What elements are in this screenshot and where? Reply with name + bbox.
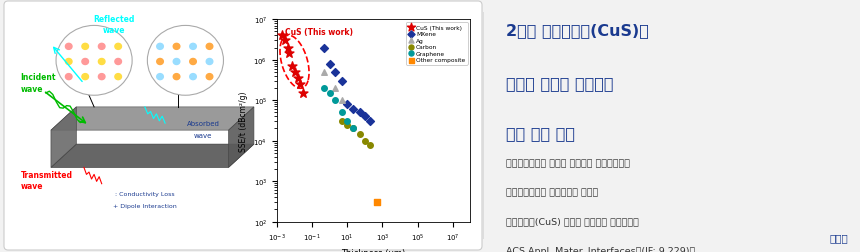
Other composite <box>371 201 384 205</box>
FancyBboxPatch shape <box>483 13 484 239</box>
Text: 연구 결과 발표: 연구 결과 발표 <box>506 126 575 141</box>
Graphene <box>329 99 342 103</box>
Circle shape <box>82 74 89 80</box>
CuS (This work) <box>280 46 294 50</box>
Circle shape <box>190 44 196 50</box>
Circle shape <box>56 26 132 96</box>
Circle shape <box>173 74 180 80</box>
Circle shape <box>190 74 196 80</box>
Circle shape <box>115 44 121 50</box>
MXene <box>335 80 349 84</box>
Graphene <box>341 120 354 124</box>
Text: wave: wave <box>21 182 43 191</box>
CuS (This work) <box>282 51 296 55</box>
Text: ACS Appl. Mater. Interfaces지(IF: 9.229)에: ACS Appl. Mater. Interfaces지(IF: 9.229)에 <box>506 246 695 252</box>
Text: 구리황화물(CuS) 전자기 간섭차폐 연구결과를: 구리황화물(CuS) 전자기 간섭차폐 연구결과를 <box>506 217 639 226</box>
MXene <box>363 120 377 124</box>
Circle shape <box>157 59 163 65</box>
Circle shape <box>82 44 89 50</box>
MXene <box>329 71 342 75</box>
Polygon shape <box>51 107 254 131</box>
Polygon shape <box>51 107 77 168</box>
Circle shape <box>65 59 72 65</box>
Text: wave: wave <box>21 84 43 93</box>
Graphene <box>346 127 359 131</box>
MXene <box>353 111 366 115</box>
Carbon <box>335 120 349 124</box>
Circle shape <box>82 59 89 65</box>
MXene <box>322 62 336 67</box>
CuS (This work) <box>275 34 289 38</box>
FancyBboxPatch shape <box>4 2 482 250</box>
CuS (This work) <box>279 39 292 43</box>
Polygon shape <box>51 145 254 168</box>
CuS (This work) <box>293 83 307 87</box>
Text: + Dipole Interaction: + Dipole Interaction <box>113 203 176 208</box>
X-axis label: Thickness (μm): Thickness (μm) <box>341 248 406 252</box>
Circle shape <box>190 59 196 65</box>
MXene <box>317 46 331 50</box>
Y-axis label: SSE/t (dBcm²/g): SSE/t (dBcm²/g) <box>239 91 248 151</box>
Circle shape <box>157 74 163 80</box>
Text: : Conductivity Loss: : Conductivity Loss <box>115 192 175 197</box>
Circle shape <box>115 74 121 80</box>
MXene <box>358 115 372 119</box>
Carbon <box>363 143 377 147</box>
Text: wave: wave <box>194 133 212 139</box>
Text: Absorbed: Absorbed <box>187 121 219 127</box>
Graphene <box>322 92 336 96</box>
MXene <box>346 108 359 112</box>
Text: 차승남교수팀과 연구협력을 통하여: 차승남교수팀과 연구협력을 통하여 <box>506 188 599 197</box>
Legend: CuS (This work), MXene, Ag, Carbon, Graphene, Other composite: CuS (This work), MXene, Ag, Carbon, Grap… <box>406 23 468 65</box>
Circle shape <box>98 59 105 65</box>
MXene <box>341 103 354 107</box>
Circle shape <box>173 59 180 65</box>
Graphene <box>335 111 349 115</box>
Circle shape <box>98 74 105 80</box>
Text: 2차원 구리황화물(CuS)를: 2차원 구리황화물(CuS)를 <box>506 23 648 38</box>
Circle shape <box>65 74 72 80</box>
Polygon shape <box>229 107 254 168</box>
CuS (This work) <box>291 77 304 81</box>
Circle shape <box>98 44 105 50</box>
Circle shape <box>206 59 212 65</box>
Carbon <box>358 139 372 143</box>
Circle shape <box>157 44 163 50</box>
Text: Incident: Incident <box>21 73 56 82</box>
Text: wave: wave <box>103 26 126 35</box>
CuS (This work) <box>296 92 310 96</box>
Carbon <box>346 127 359 131</box>
Circle shape <box>173 44 180 50</box>
Circle shape <box>115 59 121 65</box>
CuS (This work) <box>287 71 301 75</box>
Ag <box>335 99 349 103</box>
Circle shape <box>206 74 212 80</box>
Text: CuS (This work): CuS (This work) <box>285 28 353 37</box>
Text: Transmitted: Transmitted <box>21 170 72 179</box>
Text: 이용한 전자기 간섭차폐: 이용한 전자기 간섭차폐 <box>506 76 613 90</box>
Circle shape <box>206 44 212 50</box>
Graphene <box>317 87 331 91</box>
Ag <box>317 71 331 75</box>
Carbon <box>353 132 366 136</box>
Circle shape <box>147 26 224 96</box>
CuS (This work) <box>285 65 298 69</box>
Ag <box>329 87 342 91</box>
Circle shape <box>65 44 72 50</box>
Text: Reflected: Reflected <box>94 15 135 24</box>
Text: 더보기: 더보기 <box>830 232 849 242</box>
Text: 한국나노기술원 박경호 박사팀은 성균관대학교: 한국나노기술원 박경호 박사팀은 성균관대학교 <box>506 159 630 168</box>
Carbon <box>341 123 354 127</box>
